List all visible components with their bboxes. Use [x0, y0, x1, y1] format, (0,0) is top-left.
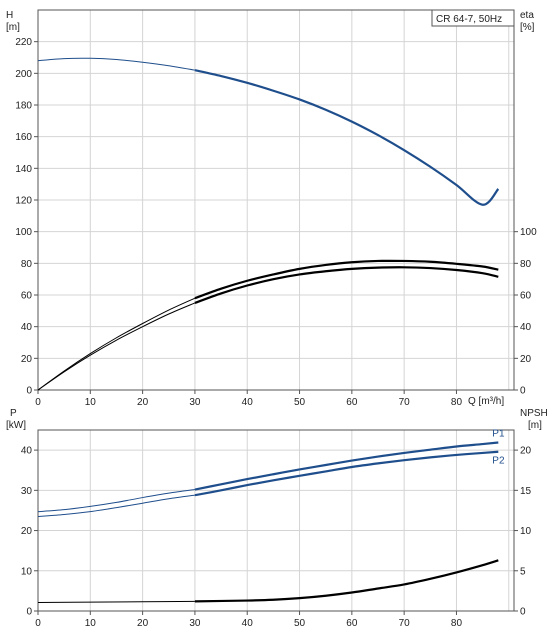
bottom-plot-frame	[37, 429, 515, 612]
top-efficiency-upper-curve-thin	[37, 297, 196, 391]
chart-title: CR 64-7, 50Hz	[436, 14, 502, 25]
top-y-right-label: eta	[520, 10, 534, 21]
bottom-p1-curve-thin	[37, 489, 195, 513]
top-y-left-tick-label: 80	[21, 259, 33, 270]
bottom-y-left-tick-label: 10	[21, 566, 33, 577]
top-y-left-tick-label: 40	[21, 322, 33, 333]
bottom-y-axis-right: 0 5 10 15 20	[514, 446, 532, 618]
head-efficiency-chart: 0 10 20 30 40 50 60 70 80 0 20 40 60 80 100 120 140 160 1…	[6, 9, 537, 408]
top-efficiency-upper-curve	[194, 259, 499, 300]
top-x-tick-label: 60	[346, 397, 358, 408]
top-series	[37, 57, 500, 391]
top-y-right-tick-label: 40	[520, 322, 532, 333]
bottom-x-axis: 0 10 20 30 40 50 60 70 80	[35, 611, 462, 627]
bottom-y-right-tick-label: 5	[520, 566, 526, 577]
bottom-series: P1 P2	[37, 428, 505, 604]
top-y-left-tick-label: 120	[15, 196, 32, 207]
top-x-tick-label: 80	[451, 397, 463, 408]
top-grid	[37, 9, 514, 391]
top-x-tick-label: 70	[399, 397, 411, 408]
top-y-left-tick-label: 0	[26, 386, 32, 397]
bottom-p2-curve-thin	[37, 494, 195, 517]
bottom-x-tick-label: 40	[242, 618, 254, 627]
bottom-p1-label: P1	[492, 428, 505, 439]
top-x-tick-label: 0	[35, 397, 41, 408]
top-efficiency-lower-curve	[194, 266, 499, 304]
top-y-right-tick-label: 20	[520, 354, 532, 365]
top-y-right-tick-label: 80	[520, 259, 532, 270]
bottom-y-left-label: P	[10, 408, 17, 419]
top-y-left-tick-label: 160	[15, 132, 32, 143]
top-y-left-label: H	[6, 10, 13, 21]
bottom-p2-label: P2	[492, 456, 505, 467]
bottom-y-right-label: NPSH	[520, 408, 548, 419]
top-y-left-unit: [m]	[6, 22, 20, 33]
top-y-left-tick-label: 140	[15, 164, 32, 175]
bottom-y-right-tick-label: 20	[520, 446, 532, 457]
bottom-y-left-tick-label: 0	[26, 607, 32, 618]
bottom-y-right-tick-label: 15	[520, 486, 532, 497]
top-y-left-tick-label: 220	[15, 37, 32, 48]
bottom-x-tick-label: 80	[451, 618, 463, 627]
bottom-y-left-unit: [kW]	[6, 420, 26, 431]
bottom-x-tick-label: 50	[294, 618, 306, 627]
bottom-y-right-tick-label: 10	[520, 526, 532, 537]
top-y-left-tick-label: 100	[15, 227, 32, 238]
bottom-x-tick-label: 60	[346, 618, 358, 627]
chart-title-box	[431, 9, 515, 27]
bottom-p1-curve	[194, 441, 499, 491]
bottom-y-left-tick-label: 40	[21, 446, 33, 457]
power-npsh-chart: 0 10 20 30 40 50 60 70 80 0 10 20 30 40 0 5 10 15 20 P […	[6, 408, 548, 627]
top-x-label: Q [m³/h]	[468, 396, 504, 407]
top-y-axis-left: 0 20 40 60 80 100 120 140 160 180 200 220	[15, 37, 38, 397]
bottom-x-tick-label: 10	[85, 618, 97, 627]
top-head-curve	[194, 69, 500, 206]
bottom-y-right-unit: [m]	[528, 420, 542, 431]
bottom-y-left-tick-label: 20	[21, 526, 33, 537]
top-y-axis-right: 0 20 40 60 80 100	[514, 227, 537, 397]
bottom-y-right-tick-label: 0	[520, 607, 526, 618]
bottom-x-tick-label: 20	[137, 618, 149, 627]
bottom-y-left-tick-label: 30	[21, 486, 33, 497]
top-y-right-tick-label: 100	[520, 227, 537, 238]
top-head-curve-thin	[37, 57, 196, 71]
top-y-left-tick-label: 180	[15, 101, 32, 112]
top-y-left-tick-label: 60	[21, 291, 33, 302]
bottom-p2-curve	[194, 450, 499, 497]
bottom-x-tick-label: 70	[399, 618, 411, 627]
top-x-tick-label: 20	[137, 397, 149, 408]
bottom-x-tick-label: 30	[189, 618, 201, 627]
top-efficiency-lower-curve-thin	[37, 302, 196, 391]
top-y-left-tick-label: 200	[15, 69, 32, 80]
top-x-tick-label: 50	[294, 397, 306, 408]
top-x-tick-label: 30	[189, 397, 201, 408]
top-x-tick-label: 40	[242, 397, 254, 408]
top-y-right-unit: [%]	[520, 22, 535, 33]
bottom-npsh-curve	[194, 559, 499, 603]
bottom-npsh-curve-thin	[37, 600, 195, 604]
top-y-right-tick-label: 0	[520, 386, 526, 397]
top-x-axis: 0 10 20 30 40 50 60 70 80	[35, 390, 462, 408]
top-x-tick-label: 10	[85, 397, 97, 408]
top-y-left-tick-label: 20	[21, 354, 33, 365]
top-y-right-tick-label: 60	[520, 291, 532, 302]
bottom-y-axis-left: 0 10 20 30 40	[21, 446, 38, 618]
bottom-x-tick-label: 0	[35, 618, 41, 627]
